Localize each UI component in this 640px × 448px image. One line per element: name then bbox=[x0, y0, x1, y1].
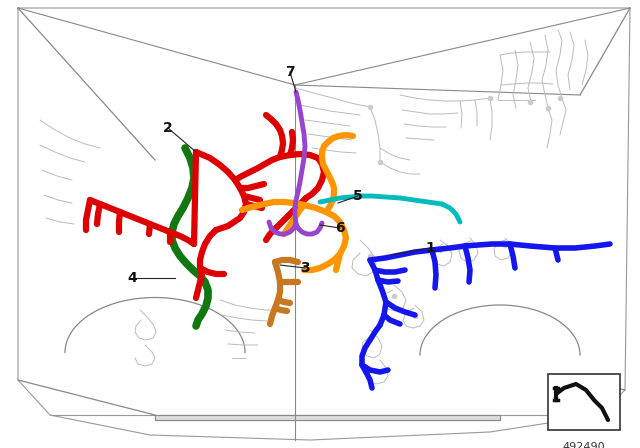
Text: 1: 1 bbox=[425, 241, 435, 255]
Polygon shape bbox=[155, 415, 500, 420]
Text: 7: 7 bbox=[285, 65, 295, 79]
Text: 3: 3 bbox=[300, 261, 310, 275]
Bar bbox=[548, 374, 620, 430]
Text: 492490: 492490 bbox=[563, 442, 605, 448]
Text: 6: 6 bbox=[335, 221, 345, 235]
Text: 5: 5 bbox=[353, 189, 363, 203]
Text: 2: 2 bbox=[163, 121, 173, 135]
Text: 4: 4 bbox=[127, 271, 137, 285]
